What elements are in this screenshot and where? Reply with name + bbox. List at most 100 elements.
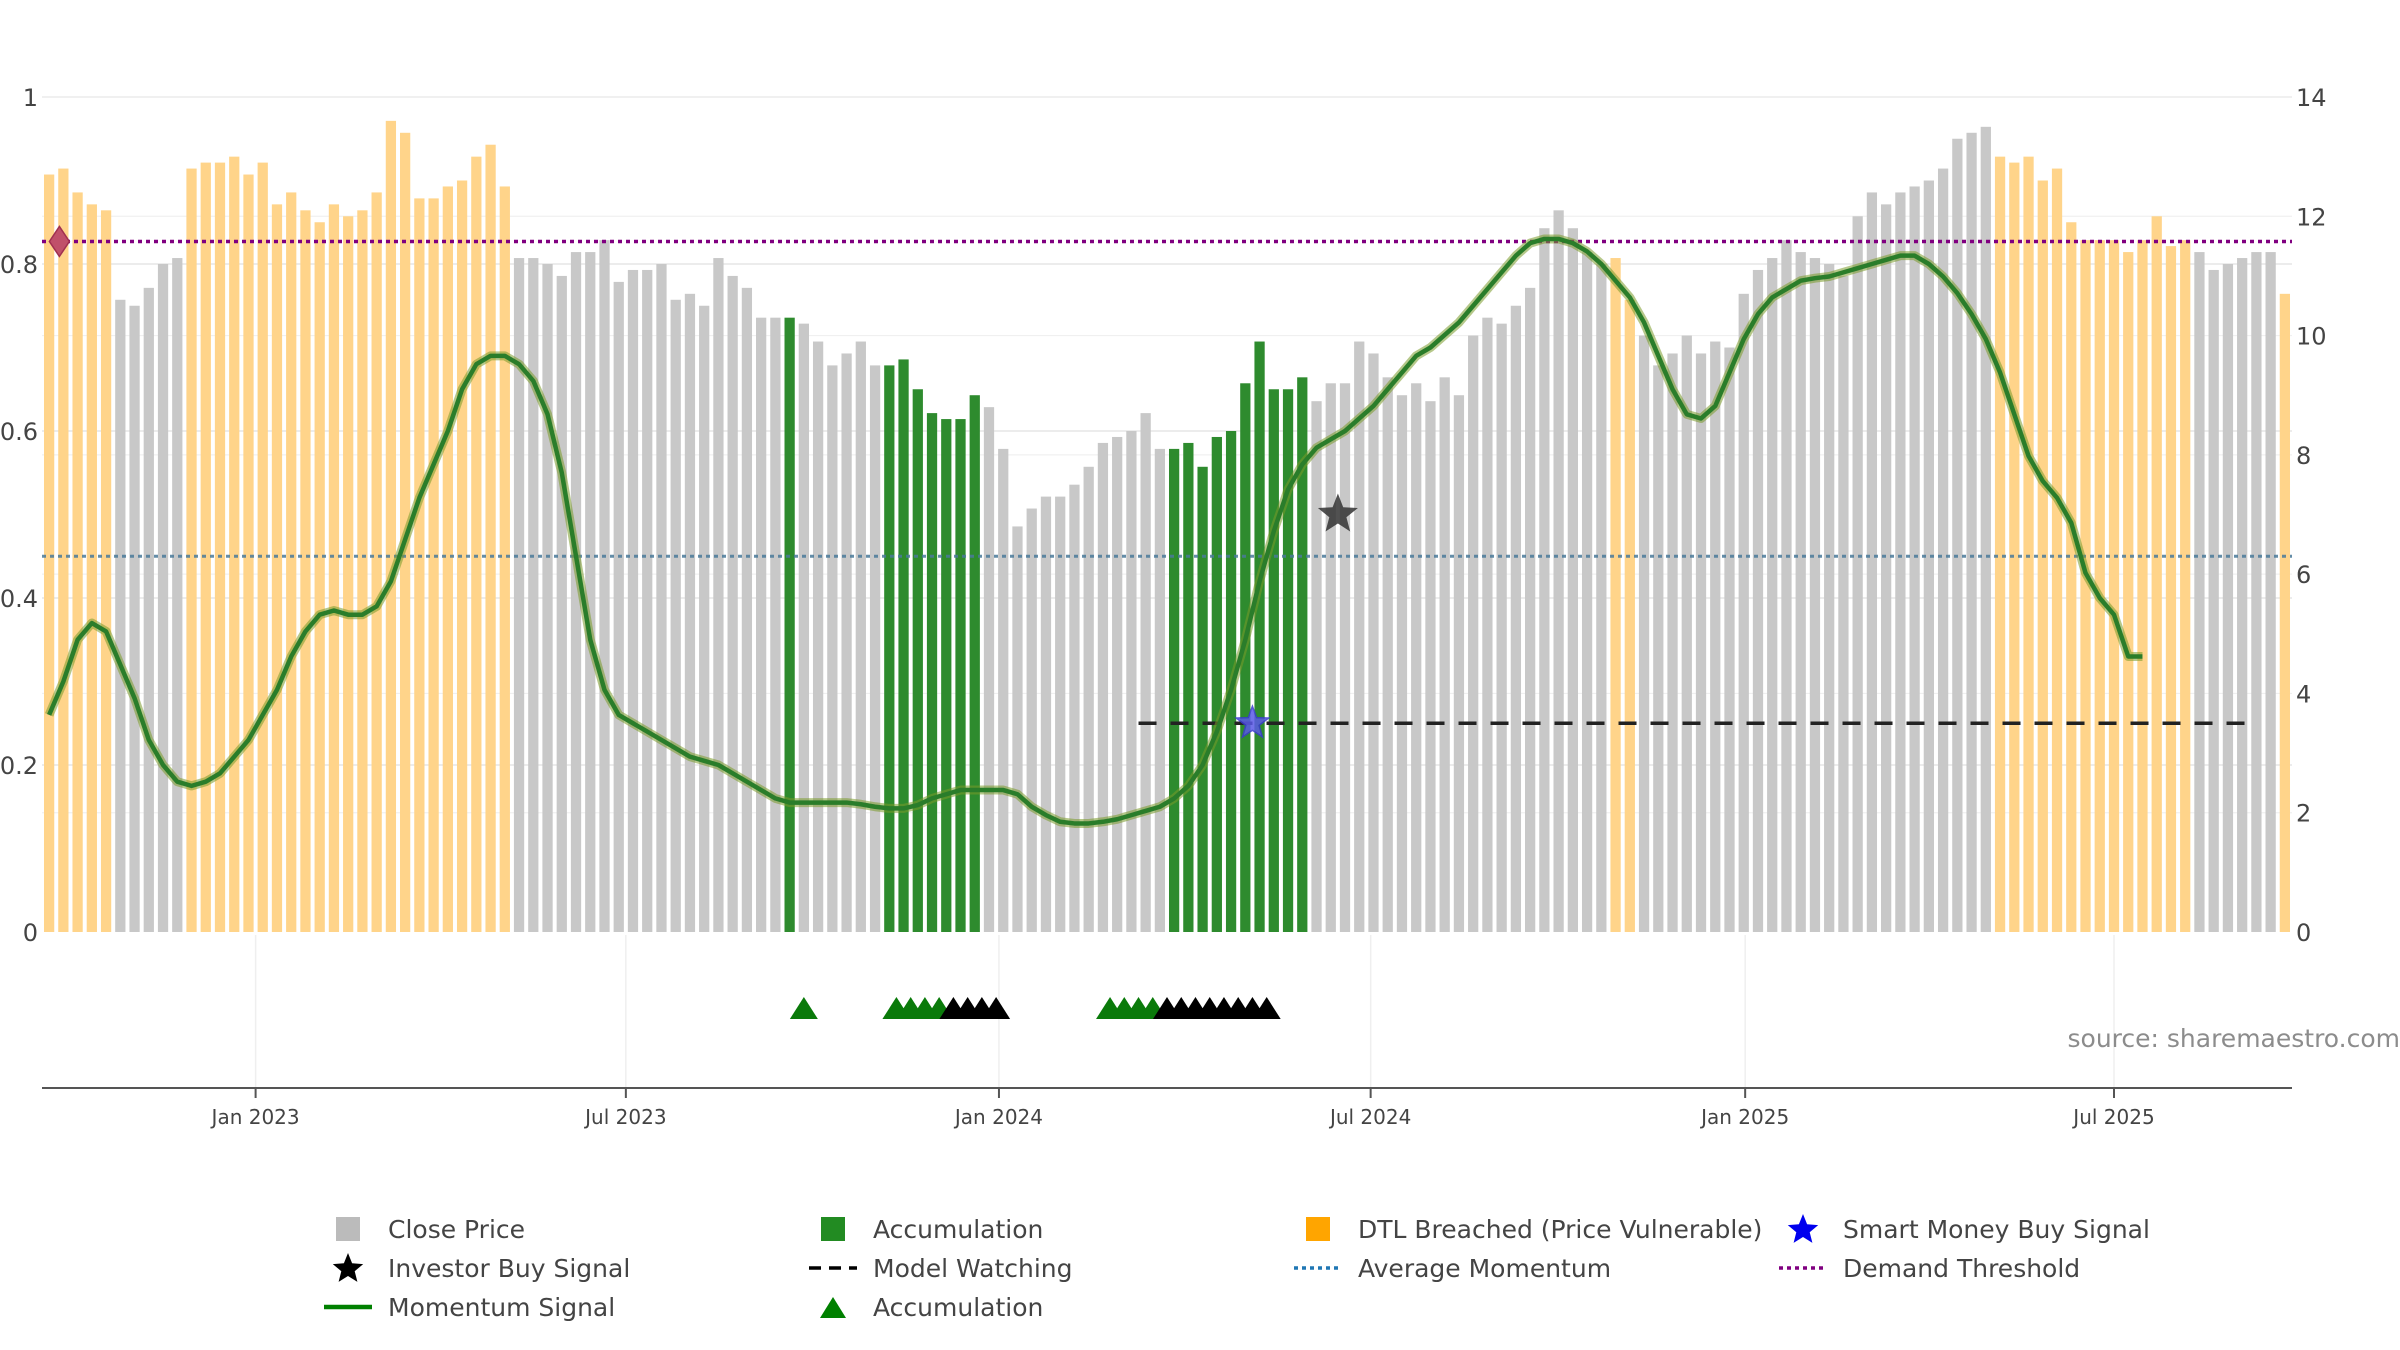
bar <box>1781 240 1792 933</box>
bar <box>1311 401 1322 932</box>
bar <box>172 258 183 932</box>
x-tick-label: Jul 2023 <box>583 1105 666 1129</box>
bar <box>428 198 439 933</box>
right-tick-label: 12 <box>2296 203 2327 231</box>
bar <box>1425 401 1436 932</box>
bar <box>1097 442 1109 932</box>
right-tick-label: 8 <box>2296 442 2311 470</box>
legend-item: Investor Buy Signal <box>320 1251 630 1285</box>
bar <box>1553 210 1564 933</box>
bar <box>1396 395 1408 932</box>
bar <box>2222 264 2234 932</box>
bar <box>2251 252 2262 933</box>
left-tick-label: 0.2 <box>0 752 38 780</box>
bar <box>286 192 297 932</box>
legend-item: Momentum Signal <box>320 1290 615 1324</box>
bar <box>1895 192 1906 932</box>
legend-item: Average Momentum <box>1290 1251 1611 1285</box>
bar <box>2066 222 2077 932</box>
bar <box>86 204 97 932</box>
bar <box>1040 496 1052 932</box>
bar <box>1881 204 1892 932</box>
bar <box>1752 269 1764 932</box>
legend-symbol <box>821 1217 845 1241</box>
accumulation-triangles <box>789 997 1281 1019</box>
bar <box>1069 484 1080 932</box>
bar <box>1211 436 1222 932</box>
investor-buy-star <box>1317 493 1358 532</box>
bar <box>1596 264 1607 932</box>
bar <box>1952 138 1963 932</box>
legend-symbol <box>820 1297 846 1318</box>
bar <box>100 210 112 933</box>
bar <box>1909 186 1920 932</box>
bar <box>314 222 325 932</box>
bar <box>1681 335 1692 933</box>
bar <box>2151 216 2162 933</box>
left-tick-label: 0.4 <box>0 585 38 613</box>
right-tick-label: 2 <box>2296 800 2311 828</box>
bar <box>1012 526 1023 932</box>
bar <box>1055 496 1066 932</box>
bar <box>2137 240 2148 933</box>
right-tick-label: 4 <box>2296 680 2311 708</box>
legend-label: Smart Money Buy Signal <box>1843 1214 2150 1244</box>
legend-label: Accumulation <box>873 1214 1044 1244</box>
bar <box>1254 341 1265 932</box>
accumulation-triangle <box>789 997 818 1019</box>
bar <box>43 174 55 933</box>
right-tick-label: 6 <box>2296 561 2311 589</box>
bar <box>969 395 980 932</box>
bar <box>2080 240 2091 933</box>
bar <box>271 204 283 932</box>
bar <box>1567 228 1578 932</box>
bar <box>656 264 667 932</box>
demand-threshold-marker <box>48 225 71 258</box>
bar <box>442 186 453 932</box>
bar <box>513 258 525 932</box>
bar <box>257 162 268 932</box>
bar <box>243 174 254 933</box>
x-tick-label: Jul 2024 <box>1328 1105 1411 1129</box>
bar <box>1510 305 1522 932</box>
bar <box>115 299 126 932</box>
bar <box>1468 335 1479 933</box>
bar <box>1809 258 1821 932</box>
bar <box>414 198 425 933</box>
bar <box>1339 383 1351 932</box>
bar <box>884 365 895 933</box>
legend-label: Model Watching <box>873 1253 1073 1283</box>
bar <box>129 305 140 932</box>
bar <box>1482 317 1493 932</box>
bar <box>926 413 938 932</box>
bar <box>1140 413 1151 932</box>
bar <box>2279 293 2291 933</box>
bar <box>1282 389 1294 932</box>
legend-item: Model Watching <box>805 1251 1073 1285</box>
bar <box>1966 132 1977 933</box>
bar <box>485 144 496 932</box>
legend-symbol <box>332 1253 364 1282</box>
bar <box>1937 168 1949 933</box>
legend-item: Accumulation <box>805 1290 1043 1324</box>
bar <box>827 365 838 933</box>
bar <box>1695 353 1707 932</box>
bar <box>456 180 468 932</box>
accumulation-triangle <box>982 997 1011 1019</box>
bar <box>1197 466 1208 932</box>
bar <box>741 287 753 932</box>
bar <box>300 210 311 933</box>
bar <box>143 287 154 932</box>
bar <box>1183 442 1194 932</box>
bar <box>1824 264 1835 932</box>
bar <box>1923 180 1934 932</box>
bar <box>727 275 738 932</box>
bar <box>2023 156 2034 933</box>
bar <box>812 341 824 932</box>
legend-label: Demand Threshold <box>1843 1253 2081 1283</box>
bar <box>1154 448 1166 932</box>
bar <box>343 216 354 933</box>
bar <box>613 281 624 933</box>
bar <box>1525 287 1536 932</box>
